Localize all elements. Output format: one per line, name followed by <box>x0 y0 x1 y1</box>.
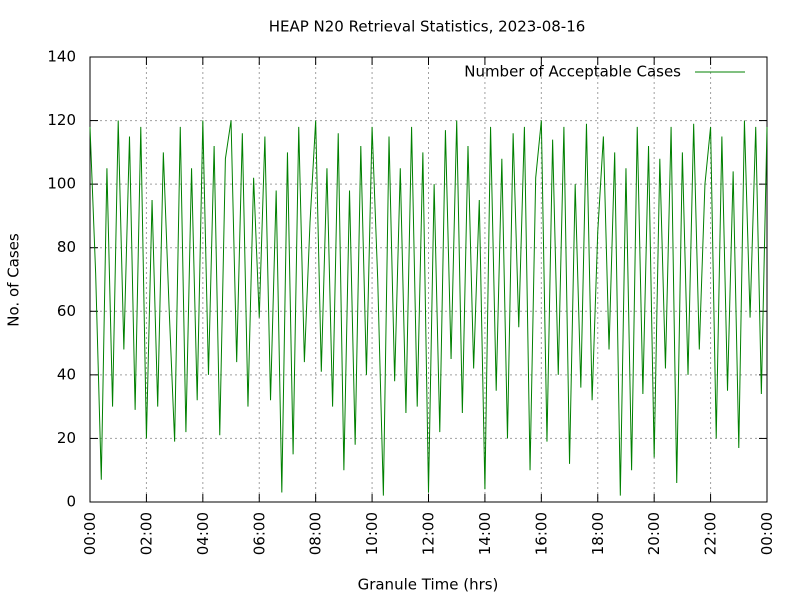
x-tick-label: 14:00 <box>476 512 494 555</box>
plot-frame <box>89 56 768 503</box>
x-tick-label: 18:00 <box>589 512 607 555</box>
y-tick-label: 60 <box>57 302 76 320</box>
x-tick-label: 08:00 <box>307 512 325 555</box>
x-tick-label: 22:00 <box>702 512 720 555</box>
legend-label: Number of Acceptable Cases <box>464 63 681 81</box>
y-tick-label: 80 <box>57 238 76 256</box>
x-tick-label: 02:00 <box>137 512 155 555</box>
x-tick-label: 06:00 <box>250 512 268 555</box>
x-tick-label: 16:00 <box>532 512 550 555</box>
y-tick-label: 120 <box>47 111 76 129</box>
x-tick-label: 20:00 <box>645 512 663 555</box>
y-tick-label: 20 <box>57 429 76 447</box>
y-tick-label: 0 <box>66 493 76 511</box>
y-tick-label: 100 <box>47 175 76 193</box>
x-tick-label: 10:00 <box>363 512 381 555</box>
x-tick-label: 04:00 <box>194 512 212 555</box>
data-line <box>89 120 768 496</box>
x-tick-label: 00:00 <box>758 512 776 555</box>
y-axis-label: No. of Cases <box>5 233 23 327</box>
x-axis-label: Granule Time (hrs) <box>358 576 499 594</box>
chart-title: HEAP N20 Retrieval Statistics, 2023-08-1… <box>269 18 586 36</box>
x-tick-label: 00:00 <box>81 512 99 555</box>
y-tick-label: 40 <box>57 365 76 383</box>
x-tick-label: 12:00 <box>420 512 438 555</box>
y-tick-label: 140 <box>47 48 76 66</box>
